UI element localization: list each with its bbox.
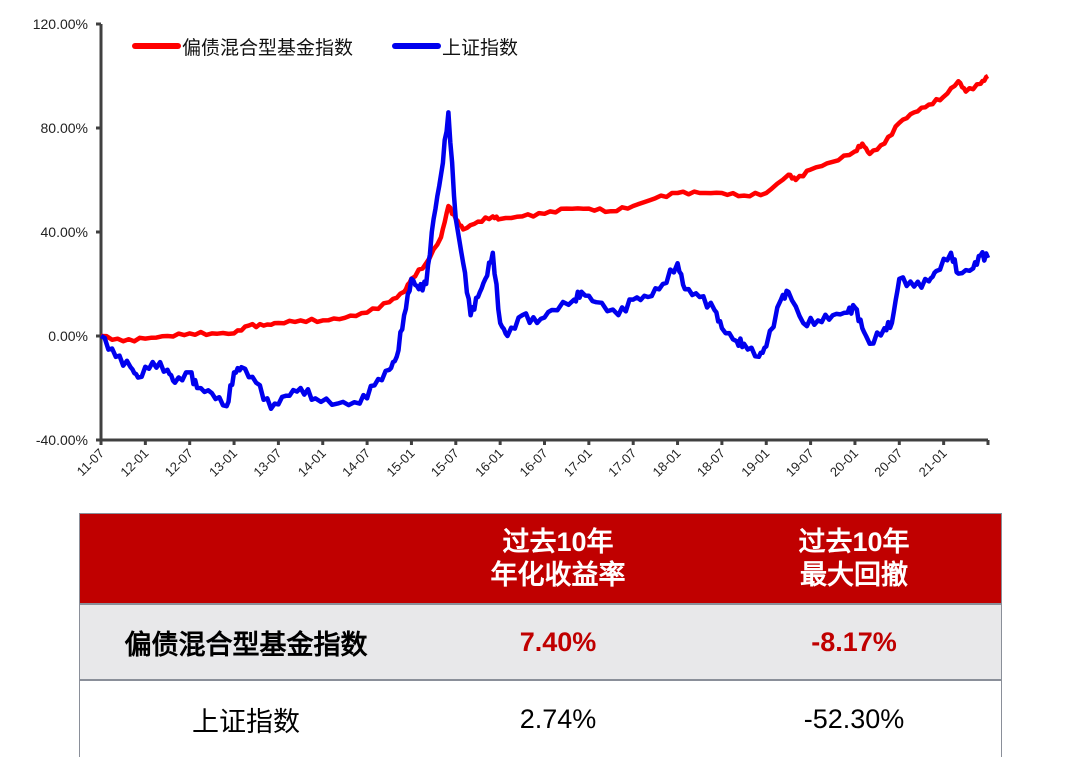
x-tick-label: 15-01 — [383, 446, 417, 480]
x-tick-label: 19-01 — [738, 446, 772, 480]
annual-return-value: 2.74% — [519, 703, 597, 734]
x-tick-label: 14-01 — [295, 446, 329, 480]
comparison-table: 过去10年 年化收益率 过去10年 最大回撤 偏债混合型基金指数 7.40% -… — [79, 513, 1002, 757]
x-tick-label: 13-07 — [250, 446, 284, 480]
header-line: 年化收益率 — [490, 559, 626, 590]
legend-label: 偏债混合型基金指数 — [182, 37, 353, 59]
x-tick-label: 20-07 — [871, 446, 905, 480]
series-line-fund-index — [100, 74, 990, 344]
header-annual-return: 过去10年 年化收益率 — [491, 526, 626, 592]
x-tick-label: 15-07 — [428, 446, 462, 480]
y-tick-label: -40.00% — [36, 432, 88, 448]
x-tick-label: 12-01 — [117, 446, 151, 480]
x-tick-label: 16-07 — [517, 446, 551, 480]
x-tick-label: 11-07 — [74, 446, 107, 479]
legend-label: 上证指数 — [442, 37, 518, 59]
y-tick-label: 120.00% — [33, 16, 88, 32]
max-drawdown-value: -8.17% — [811, 626, 897, 657]
x-tick-label: 19-07 — [783, 446, 817, 480]
series-line-shanghai-index — [99, 110, 991, 412]
annual-return-value: 7.40% — [519, 626, 597, 657]
row-name: 偏债混合型基金指数 — [124, 629, 368, 660]
row-name: 上证指数 — [192, 706, 300, 737]
x-tick-label: 18-07 — [694, 446, 728, 480]
table-header-row: 过去10年 年化收益率 过去10年 最大回撤 — [80, 514, 1001, 603]
x-tick-label: 16-01 — [472, 446, 506, 480]
x-tick-label: 14-07 — [339, 446, 373, 480]
x-tick-label: 21-01 — [916, 446, 950, 480]
max-drawdown-value: -52.30% — [803, 703, 905, 734]
x-tick-label: 20-01 — [827, 446, 861, 480]
x-tick-label: 12-07 — [162, 446, 196, 480]
header-line: 过去10年 — [502, 526, 614, 557]
x-tick-label: 18-01 — [650, 446, 684, 480]
table-row: 上证指数 2.74% -52.30% — [80, 681, 1001, 757]
line-chart: 120.00% 80.00% 40.00% 0.00% -40.00%11-07 12-0… — [33, 16, 991, 480]
header-line: 最大回撤 — [799, 559, 908, 590]
header-line: 过去10年 — [798, 526, 910, 557]
header-max-drawdown: 过去10年 最大回撤 — [798, 526, 909, 592]
x-tick-label: 17-01 — [561, 446, 595, 480]
x-tick-label: 17-07 — [605, 446, 639, 480]
y-tick-label: 40.00% — [41, 224, 88, 240]
y-tick-label: 0.00% — [48, 328, 88, 344]
y-tick-label: 80.00% — [41, 120, 88, 136]
table-row: 偏债混合型基金指数 7.40% -8.17% — [80, 603, 1001, 681]
x-tick-label: 13-01 — [206, 446, 240, 480]
